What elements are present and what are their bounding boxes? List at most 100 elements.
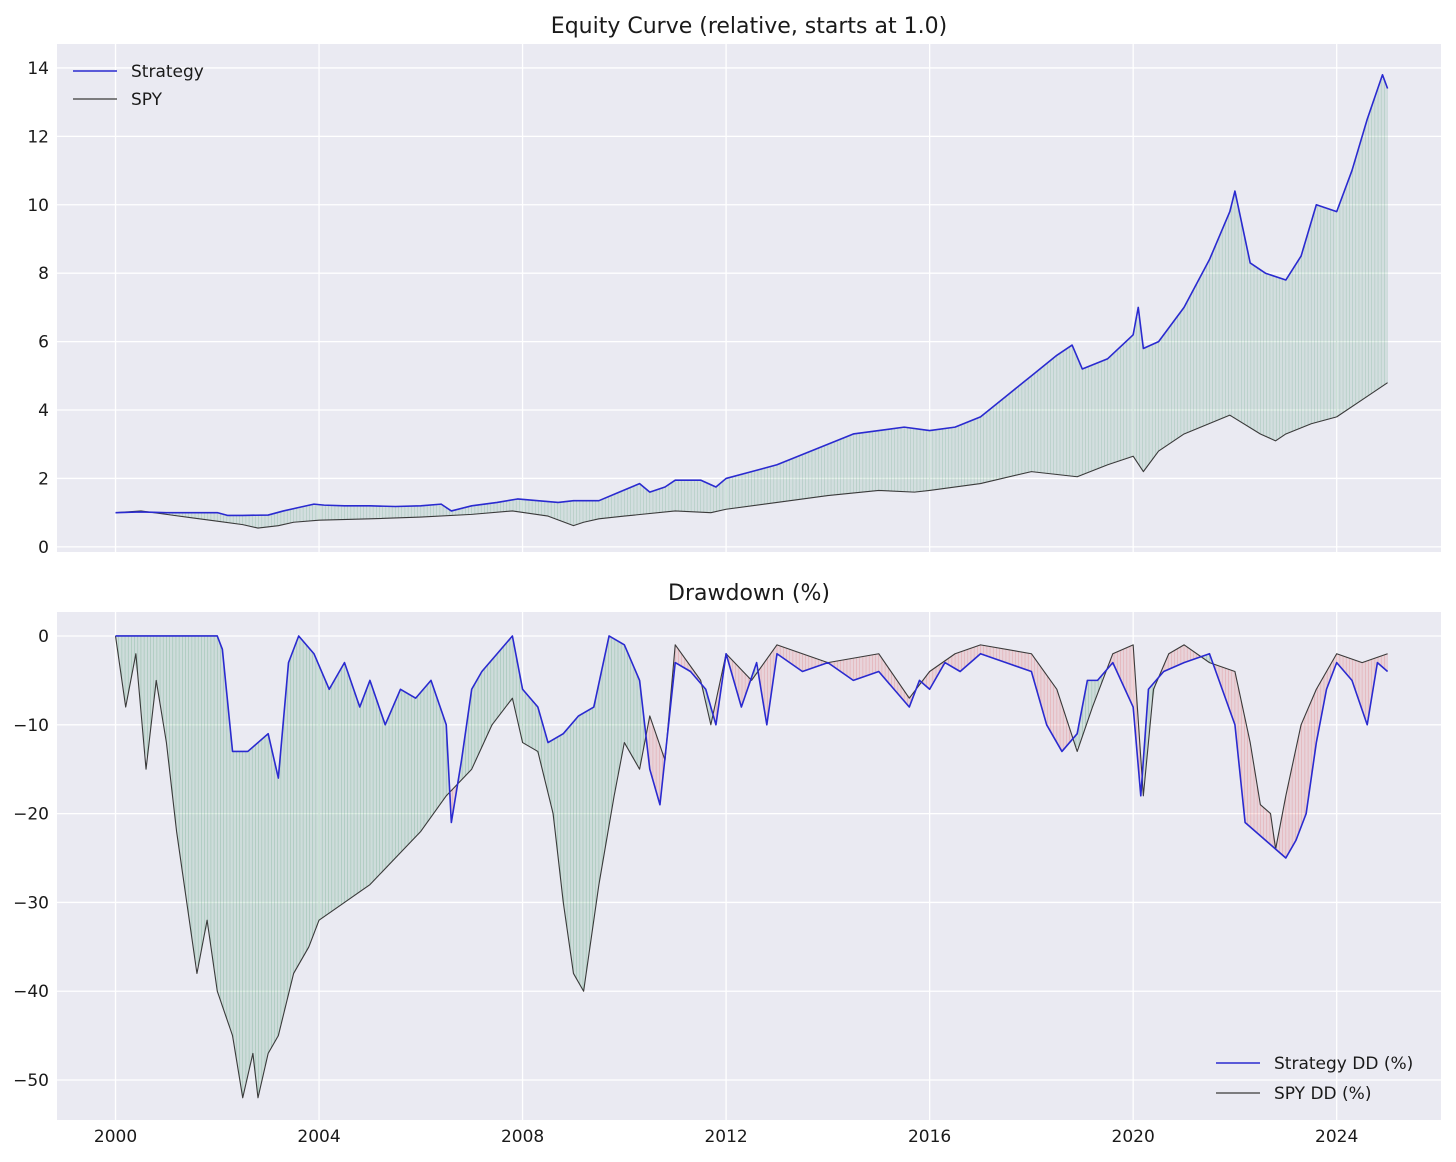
fill-segment: [271, 512, 275, 527]
x-tick-label: 2016: [908, 1127, 951, 1147]
fill-segment: [306, 504, 310, 522]
fill-segment: [1266, 273, 1271, 439]
fill-segment: [302, 505, 307, 522]
fill-segment: [999, 398, 1004, 480]
fill-segment: [258, 738, 263, 1096]
fill-segment: [919, 428, 924, 492]
fill-segment: [1240, 220, 1245, 425]
fill-segment: [515, 498, 520, 513]
fill-segment: [1336, 202, 1341, 418]
fill-segment: [678, 479, 682, 512]
fill-segment: [363, 505, 368, 520]
fill-segment: [805, 654, 810, 671]
fill-segment: [1113, 349, 1118, 464]
fill-segment: [391, 506, 396, 519]
fill-segment: [229, 515, 234, 524]
fill-segment: [1171, 649, 1175, 669]
fill-segment: [382, 505, 387, 519]
fill-segment: [541, 500, 546, 516]
fill-segment: [897, 427, 902, 492]
fill-segment: [375, 505, 380, 519]
fill-segment: [490, 656, 495, 729]
fill-segment: [1015, 650, 1019, 668]
fill-segment: [239, 751, 244, 1098]
fill-segment: [1310, 211, 1315, 425]
fill-segment: [996, 647, 1000, 661]
fill-segment: [480, 503, 485, 514]
fill-segment: [220, 644, 224, 1010]
fill-segment: [614, 492, 619, 518]
fill-segment: [617, 640, 622, 776]
fill-segment: [611, 493, 616, 518]
fill-segment: [503, 500, 507, 513]
fill-segment: [1365, 115, 1369, 399]
fill-segment: [1180, 306, 1185, 437]
fill-segment: [872, 653, 876, 675]
fill-segment: [1043, 362, 1048, 474]
fill-segment: [1345, 177, 1350, 412]
fill-segment: [306, 644, 310, 952]
fill-segment: [1253, 264, 1258, 433]
fill-segment: [833, 439, 838, 496]
fill-segment: [741, 472, 746, 508]
fill-segment: [274, 512, 279, 527]
fill-segment: [1021, 651, 1026, 670]
fill-segment: [242, 751, 247, 1098]
fill-segment: [201, 512, 205, 520]
fill-segment: [566, 500, 571, 525]
drawdown-panel: Drawdown (%) 0−10−20−30−40−50 2000 2004 20…: [13, 581, 1441, 1147]
equity-curve-panel: Equity Curve (relative, starts at 1.0) 0…: [27, 14, 1441, 558]
fill-segment: [846, 434, 851, 494]
fill-segment: [1005, 648, 1010, 665]
fill-segment: [1304, 232, 1309, 427]
fill-segment: [560, 501, 565, 523]
fill-segment: [853, 433, 857, 494]
fill-segment: [401, 505, 406, 519]
fill-segment: [493, 502, 498, 513]
equity-y-ticks: 0 2 4 6 8 10 12 14: [27, 59, 49, 558]
fill-segment: [436, 696, 441, 811]
fill-segment: [1317, 204, 1322, 423]
fill-segment: [337, 505, 342, 520]
drawdown-series: [114, 635, 1389, 1099]
fill-segment: [1298, 253, 1303, 430]
fill-segment: [573, 500, 577, 527]
fill-segment: [728, 476, 733, 510]
fill-segment: [563, 728, 568, 930]
fill-segment: [1024, 377, 1029, 474]
fill-segment: [404, 505, 409, 518]
fill-segment: [668, 481, 673, 512]
x-tick-label: 2020: [1112, 1127, 1155, 1147]
fill-segment: [579, 500, 584, 524]
fill-segment: [1320, 205, 1325, 422]
fill-segment: [1158, 336, 1163, 452]
fill-segment: [814, 447, 819, 498]
fill-segment: [878, 429, 883, 491]
fill-segment: [573, 717, 577, 981]
fill-segment: [1116, 346, 1121, 462]
fill-segment: [328, 684, 333, 915]
fill-segment: [471, 505, 476, 515]
fill-segment: [957, 651, 962, 671]
fill-segment: [366, 505, 371, 520]
fill-segment: [563, 501, 568, 524]
y-tick-label: −10: [13, 716, 49, 736]
fill-segment: [582, 710, 587, 991]
legend-label-strategy: Strategy: [131, 62, 204, 82]
drawdown-grid: [57, 612, 1441, 1120]
fill-segment: [439, 706, 444, 806]
fill-segment: [280, 510, 285, 526]
fill-segment: [251, 514, 256, 528]
fill-segment: [379, 708, 383, 876]
fill-segment: [1186, 295, 1191, 434]
fill-segment: [1056, 352, 1061, 476]
y-tick-label: 8: [38, 264, 49, 284]
fill-segment: [372, 689, 377, 883]
fill-segment: [703, 481, 708, 513]
fill-segment: [722, 477, 727, 511]
fill-segment: [954, 652, 959, 671]
fill-segment: [1180, 644, 1185, 665]
fill-segment: [840, 437, 845, 495]
fill-segment: [967, 420, 972, 486]
fill-segment: [1183, 301, 1188, 435]
